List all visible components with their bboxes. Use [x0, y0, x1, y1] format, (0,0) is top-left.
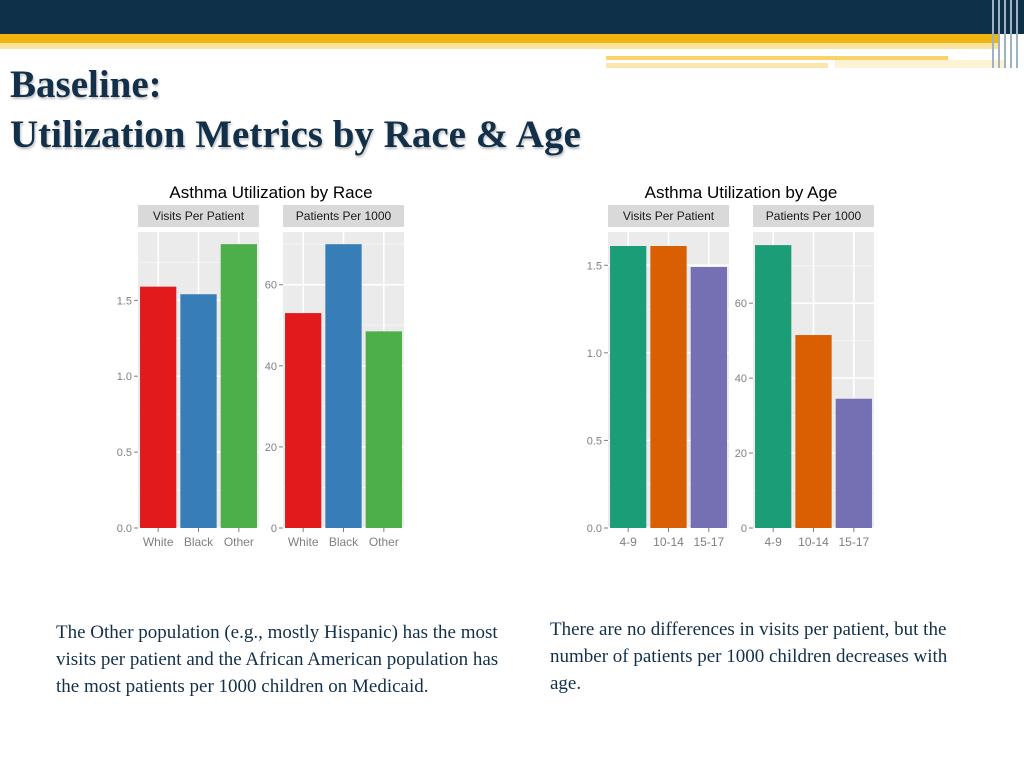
y-tick-label: 60	[265, 280, 277, 292]
y-tick-label: 1.5	[117, 295, 132, 307]
x-tick-label: 4-9	[764, 535, 782, 549]
accent-line	[835, 60, 1005, 68]
facet-strip	[283, 205, 404, 227]
chart-title: Asthma Utilization by Race	[169, 183, 372, 202]
bar-10-14	[795, 335, 832, 528]
bar-other	[220, 244, 257, 528]
y-tick-label: 0.5	[117, 447, 132, 459]
accent-line	[606, 56, 948, 60]
y-tick-label: 0	[741, 523, 747, 535]
x-tick-label: 15-17	[838, 535, 869, 549]
facet-label: Visits Per Patient	[153, 209, 245, 223]
x-tick-label: Other	[224, 535, 254, 549]
bar-4-9	[610, 246, 647, 528]
y-tick-label: 1.0	[117, 371, 132, 383]
y-tick-label: 40	[265, 361, 277, 373]
facet-label: Patients Per 1000	[766, 209, 862, 223]
facet-label: Visits Per Patient	[623, 209, 715, 223]
y-tick-label: 0	[271, 523, 277, 535]
y-tick-label: 20	[265, 442, 277, 454]
accent-line	[606, 63, 828, 68]
facet-label: Patients Per 1000	[296, 209, 392, 223]
facet-strip	[608, 205, 729, 227]
bar-15-17	[690, 267, 727, 528]
slide-title: Baseline: Utilization Metrics by Race & …	[10, 60, 581, 160]
bar-15-17	[835, 398, 872, 528]
title-line-1: Baseline:	[10, 63, 162, 106]
header-bar	[0, 0, 1024, 34]
race-chart-svg: Asthma Utilization by Race Visits Per Pat…	[117, 183, 404, 549]
caption-race: The Other population (e.g., mostly Hispa…	[56, 622, 499, 697]
race-chart: Asthma Utilization by Race Visits Per Pat…	[110, 170, 420, 580]
y-tick-label: 40	[735, 373, 747, 385]
bar-white	[285, 313, 322, 528]
y-tick-label: 0.5	[587, 435, 602, 447]
x-tick-label: Black	[329, 535, 359, 549]
accent-stripe-light	[0, 43, 1000, 49]
age-chart-svg: Asthma Utilization by Age Visits Per Pati…	[587, 183, 874, 549]
bar-black	[325, 244, 362, 529]
y-tick-label: 0.0	[117, 523, 132, 535]
y-tick-label: 20	[735, 448, 747, 460]
x-tick-label: 4-9	[619, 535, 637, 549]
x-tick-label: Other	[369, 535, 399, 549]
caption-age: There are no differences in visits per p…	[550, 619, 948, 694]
age-chart: Asthma Utilization by Age Visits Per Pati…	[580, 170, 890, 580]
x-tick-label: White	[288, 535, 319, 549]
facet-strip	[138, 205, 259, 227]
y-tick-label: 0.0	[587, 523, 602, 535]
y-tick-label: 1.5	[587, 260, 602, 272]
x-tick-label: Black	[184, 535, 214, 549]
bar-other	[365, 331, 402, 528]
title-line-2: Utilization Metrics by Race & Age	[10, 113, 581, 156]
bar-white	[140, 286, 177, 528]
bar-4-9	[755, 245, 792, 528]
y-tick-label: 1.0	[587, 348, 602, 360]
y-tick-label: 60	[735, 298, 747, 310]
x-tick-label: 15-17	[693, 535, 724, 549]
x-tick-label: 10-14	[798, 535, 829, 549]
bar-black	[180, 294, 217, 528]
bar-10-14	[650, 246, 687, 528]
accent-stripe	[0, 34, 1000, 43]
decorative-stripes	[990, 0, 1024, 68]
facet-strip	[753, 205, 874, 227]
x-tick-label: 10-14	[653, 535, 684, 549]
x-tick-label: White	[143, 535, 174, 549]
chart-title: Asthma Utilization by Age	[645, 183, 838, 202]
